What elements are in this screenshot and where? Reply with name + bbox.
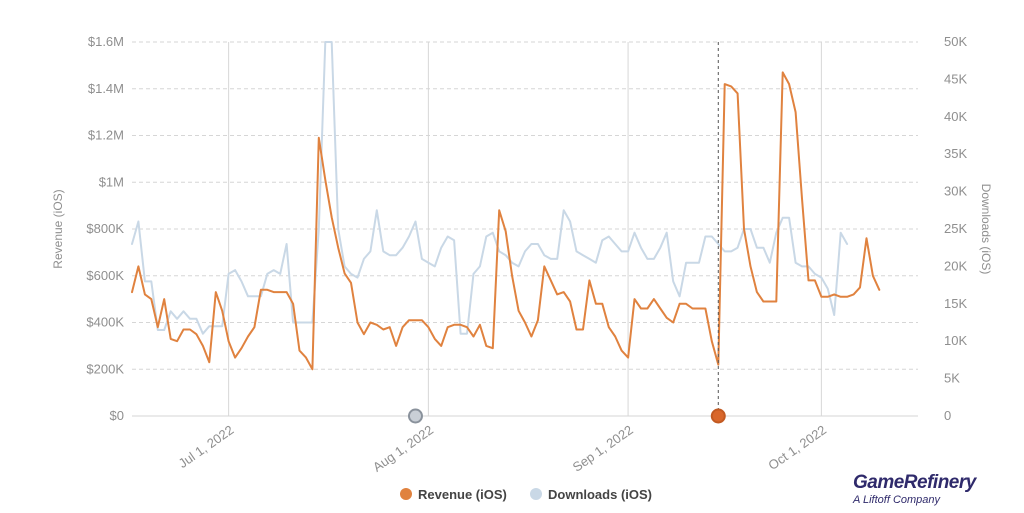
x-axis-ticks: Jul 1, 2022 Aug 1, 2022 Sep 1, 2022 Oct 1, … bbox=[176, 422, 829, 475]
right-tick-label: 40K bbox=[944, 109, 967, 124]
right-axis-title: Downloads (iOS) bbox=[979, 184, 993, 275]
left-tick-label: $400K bbox=[86, 315, 124, 330]
event-markers bbox=[407, 42, 726, 424]
gridlines bbox=[132, 41, 918, 417]
x-tick-label: Oct 1, 2022 bbox=[765, 422, 829, 473]
left-tick-label: $0 bbox=[110, 408, 124, 423]
series-line-downloads[interactable] bbox=[131, 41, 849, 335]
right-axis-ticks: 0 5K 10K 15K 20K 25K 30K 35K 40K 45K 50K bbox=[944, 34, 967, 423]
x-tick-label: Sep 1, 2022 bbox=[570, 422, 636, 475]
right-tick-label: 50K bbox=[944, 34, 967, 49]
brand-logo: GameRefinery A Liftoff Company bbox=[852, 472, 978, 506]
right-tick-label: 5K bbox=[944, 371, 960, 386]
right-tick-label: 45K bbox=[944, 71, 967, 86]
series-lines bbox=[131, 41, 881, 371]
right-tick-label: 15K bbox=[944, 296, 967, 311]
left-axis-title: Revenue (iOS) bbox=[51, 189, 65, 268]
legend: Revenue (iOS) Downloads (iOS) bbox=[400, 487, 652, 502]
right-tick-label: 10K bbox=[944, 333, 967, 348]
legend-swatch-revenue bbox=[400, 488, 412, 500]
x-tick-label: Jul 1, 2022 bbox=[176, 422, 237, 471]
left-tick-label: $1.4M bbox=[88, 81, 124, 96]
left-axis-ticks: $0 $200K $400K $600K $800K $1M $1.2M $1.4M $1.6M bbox=[86, 34, 124, 423]
left-tick-label: $600K bbox=[86, 268, 124, 283]
left-tick-label: $1M bbox=[99, 174, 124, 189]
left-tick-label: $1.6M bbox=[88, 34, 124, 49]
brand-name: GameRefinery bbox=[853, 472, 978, 493]
legend-label-revenue: Revenue (iOS) bbox=[418, 487, 507, 502]
legend-swatch-downloads bbox=[530, 488, 542, 500]
legend-label-downloads: Downloads (iOS) bbox=[548, 487, 652, 502]
left-tick-label: $800K bbox=[86, 221, 124, 236]
left-tick-label: $200K bbox=[86, 361, 124, 376]
event-marker[interactable] bbox=[710, 408, 726, 424]
right-tick-label: 20K bbox=[944, 258, 967, 273]
left-tick-label: $1.2M bbox=[88, 128, 124, 143]
legend-item-revenue[interactable]: Revenue (iOS) bbox=[400, 487, 507, 502]
legend-item-downloads[interactable]: Downloads (iOS) bbox=[530, 487, 652, 502]
event-marker[interactable] bbox=[407, 408, 423, 424]
series-line-revenue[interactable] bbox=[131, 71, 881, 371]
right-tick-label: 35K bbox=[944, 146, 967, 161]
right-tick-label: 0 bbox=[944, 408, 951, 423]
brand-tagline: A Liftoff Company bbox=[852, 494, 942, 506]
x-tick-label: Aug 1, 2022 bbox=[370, 422, 436, 475]
right-tick-label: 30K bbox=[944, 184, 967, 199]
right-tick-label: 25K bbox=[944, 221, 967, 236]
